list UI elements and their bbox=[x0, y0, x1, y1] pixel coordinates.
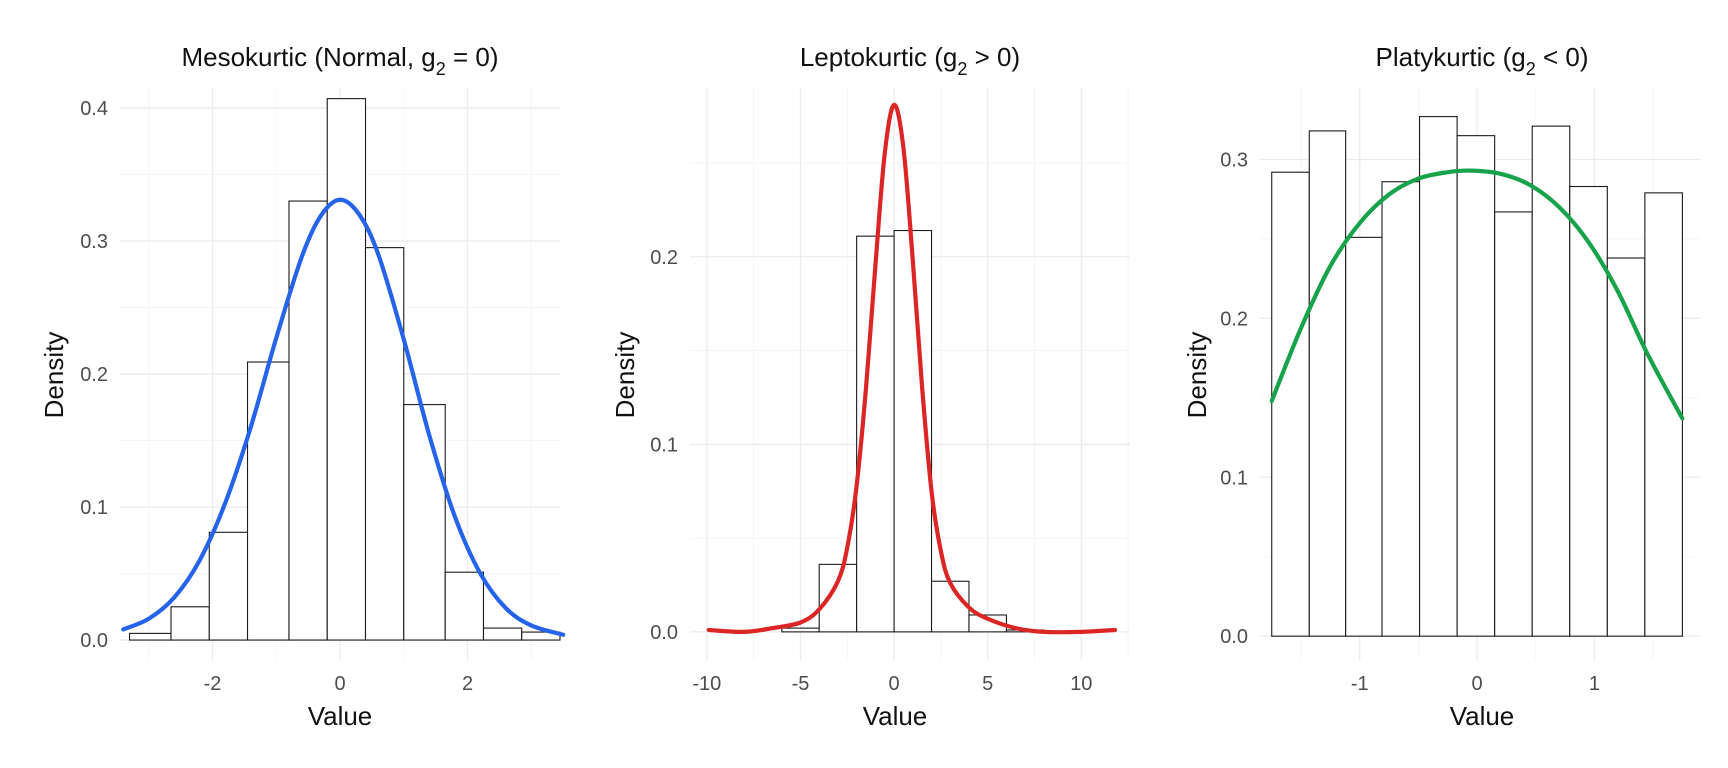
histogram-bar bbox=[208, 531, 249, 641]
histogram-bar bbox=[1419, 116, 1458, 637]
y-tick-label: 0.0 bbox=[1220, 626, 1248, 648]
histogram-bars bbox=[129, 98, 561, 641]
histogram-bar bbox=[403, 404, 446, 641]
y-tick-label: 0.0 bbox=[650, 622, 678, 644]
histogram-bar bbox=[930, 580, 970, 633]
x-axis-title: Value bbox=[863, 701, 928, 731]
x-tick-label: 0 bbox=[889, 673, 900, 695]
histogram-bar bbox=[288, 200, 328, 641]
histogram-bar bbox=[1345, 236, 1383, 637]
x-tick-label: -1 bbox=[1351, 673, 1369, 695]
x-tick-label: 2 bbox=[462, 673, 473, 695]
histogram-bar bbox=[364, 247, 405, 641]
histogram-bar bbox=[246, 361, 290, 641]
y-tick-label: 0.3 bbox=[1220, 150, 1248, 172]
panel-title: Mesokurtic (Normal, g2 = 0) bbox=[181, 42, 498, 79]
histogram-bar bbox=[1644, 192, 1683, 637]
y-tick-label: 0.4 bbox=[80, 98, 108, 120]
y-tick-label: 0.2 bbox=[650, 247, 678, 269]
x-tick-label: 5 bbox=[982, 673, 993, 695]
histogram-bar bbox=[1494, 211, 1533, 637]
x-tick-labels: -2 0 2 bbox=[204, 673, 474, 695]
panel-title: Leptokurtic (g2 > 0) bbox=[800, 42, 1020, 79]
y-tick-label: 0.0 bbox=[80, 630, 108, 652]
x-tick-label: 0 bbox=[1472, 673, 1483, 695]
y-axis-title: Density bbox=[1182, 332, 1212, 419]
y-tick-label: 0.2 bbox=[1220, 308, 1248, 330]
histogram-bar bbox=[444, 571, 485, 641]
y-axis-title: Density bbox=[610, 332, 640, 419]
histogram-bar bbox=[1381, 181, 1421, 637]
density-curve bbox=[1269, 168, 1685, 421]
x-tick-labels: -1 0 1 bbox=[1351, 673, 1600, 695]
histogram-bar bbox=[818, 563, 858, 633]
density-curve bbox=[121, 197, 566, 637]
x-tick-label: 1 bbox=[1589, 673, 1600, 695]
x-tick-labels: -10 -5 0 5 10 bbox=[692, 673, 1092, 695]
y-tick-label: 0.1 bbox=[80, 497, 108, 519]
y-tick-labels: 0.0 0.1 0.2 0.3 0.4 bbox=[80, 98, 108, 652]
y-tick-labels: 0.0 0.1 0.2 bbox=[650, 247, 678, 644]
panel-leptokurtic: Leptokurtic (g2 > 0) 0.0 0.1 0.2 -10 -5 0 5 10… bbox=[610, 42, 1130, 731]
histogram-bar bbox=[1531, 125, 1571, 637]
x-tick-label: -2 bbox=[204, 673, 222, 695]
x-tick-label: 0 bbox=[334, 673, 345, 695]
histogram-bar bbox=[482, 627, 523, 641]
histogram-bar bbox=[968, 614, 1007, 633]
histogram-bar bbox=[129, 632, 172, 641]
x-tick-label: -10 bbox=[692, 673, 721, 695]
histogram-bar bbox=[1569, 185, 1608, 637]
y-tick-label: 0.3 bbox=[80, 231, 108, 253]
x-axis-title: Value bbox=[308, 701, 373, 731]
histogram-bar bbox=[170, 606, 210, 641]
histogram-bars bbox=[781, 229, 1045, 633]
panel-mesokurtic: Mesokurtic (Normal, g2 = 0) 0.0 0.1 0.2 0.3… bbox=[39, 42, 566, 731]
histogram-bars bbox=[1271, 116, 1683, 637]
x-tick-label: -5 bbox=[792, 673, 810, 695]
histogram-bar bbox=[326, 98, 367, 641]
histogram-bar bbox=[781, 627, 820, 633]
y-tick-label: 0.1 bbox=[1220, 467, 1248, 489]
histogram-bar bbox=[1606, 257, 1646, 637]
density-curve bbox=[706, 102, 1118, 635]
y-tick-label: 0.1 bbox=[650, 434, 678, 456]
y-tick-label: 0.2 bbox=[80, 364, 108, 386]
panel-platykurtic: Platykurtic (g2 < 0) 0.0 0.1 0.2 0.3 -1 0 1 V… bbox=[1182, 42, 1700, 731]
histogram-bar bbox=[1456, 135, 1496, 637]
x-axis-title: Value bbox=[1450, 701, 1515, 731]
y-tick-labels: 0.0 0.1 0.2 0.3 bbox=[1220, 150, 1248, 649]
histogram-bar bbox=[1271, 171, 1310, 637]
x-tick-label: 10 bbox=[1070, 673, 1092, 695]
panel-title: Platykurtic (g2 < 0) bbox=[1375, 42, 1588, 79]
y-axis-title: Density bbox=[39, 332, 69, 419]
histogram-bar bbox=[1308, 130, 1347, 637]
